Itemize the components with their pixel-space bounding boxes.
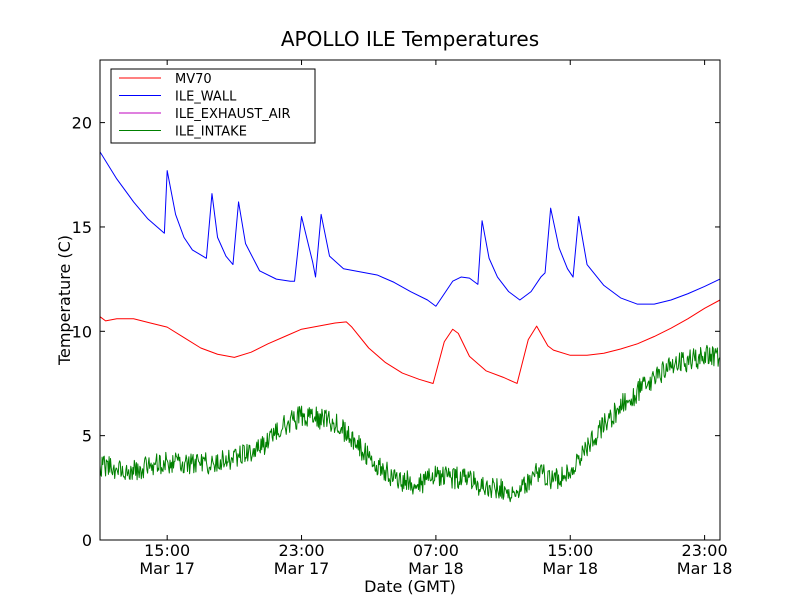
- legend-label: ILE_INTAKE: [175, 125, 247, 140]
- y-tick-label: 15: [72, 218, 92, 237]
- x-tick-label-time: 15:00: [547, 541, 593, 560]
- y-tick-label: 10: [72, 322, 92, 341]
- series-line-ile-intake: [100, 344, 720, 503]
- y-tick-label: 0: [82, 531, 92, 550]
- chart-title: APOLLO ILE Temperatures: [281, 27, 539, 51]
- x-tick-label-date: Mar 18: [408, 559, 464, 578]
- x-tick-label-time: 23:00: [682, 541, 728, 560]
- y-tick-label: 5: [82, 427, 92, 446]
- y-axis-label: Temperature (C): [55, 235, 74, 366]
- plot-area: [100, 151, 720, 503]
- series-line-mv70: [100, 299, 720, 384]
- legend-label: ILE_EXHAUST_AIR: [175, 107, 291, 122]
- legend-label: ILE_WALL: [175, 90, 237, 105]
- x-tick-label-time: 15:00: [144, 541, 190, 560]
- x-tick-label-time: 23:00: [278, 541, 324, 560]
- y-tick-label: 20: [72, 114, 92, 133]
- legend: MV70 ILE_WALL ILE_EXHAUST_AIR ILE_INTAKE: [110, 68, 316, 144]
- x-tick-label-time: 07:00: [413, 541, 459, 560]
- plot-frame: [99, 59, 721, 541]
- series-line-ile-wall: [100, 151, 720, 307]
- x-axis-label: Date (GMT): [364, 577, 456, 596]
- legend-label: MV70: [175, 72, 212, 87]
- x-tick-label-date: Mar 18: [542, 559, 598, 578]
- x-tick-label-date: Mar 18: [677, 559, 733, 578]
- x-tick-label-date: Mar 17: [274, 559, 330, 578]
- x-tick-label-date: Mar 17: [139, 559, 195, 578]
